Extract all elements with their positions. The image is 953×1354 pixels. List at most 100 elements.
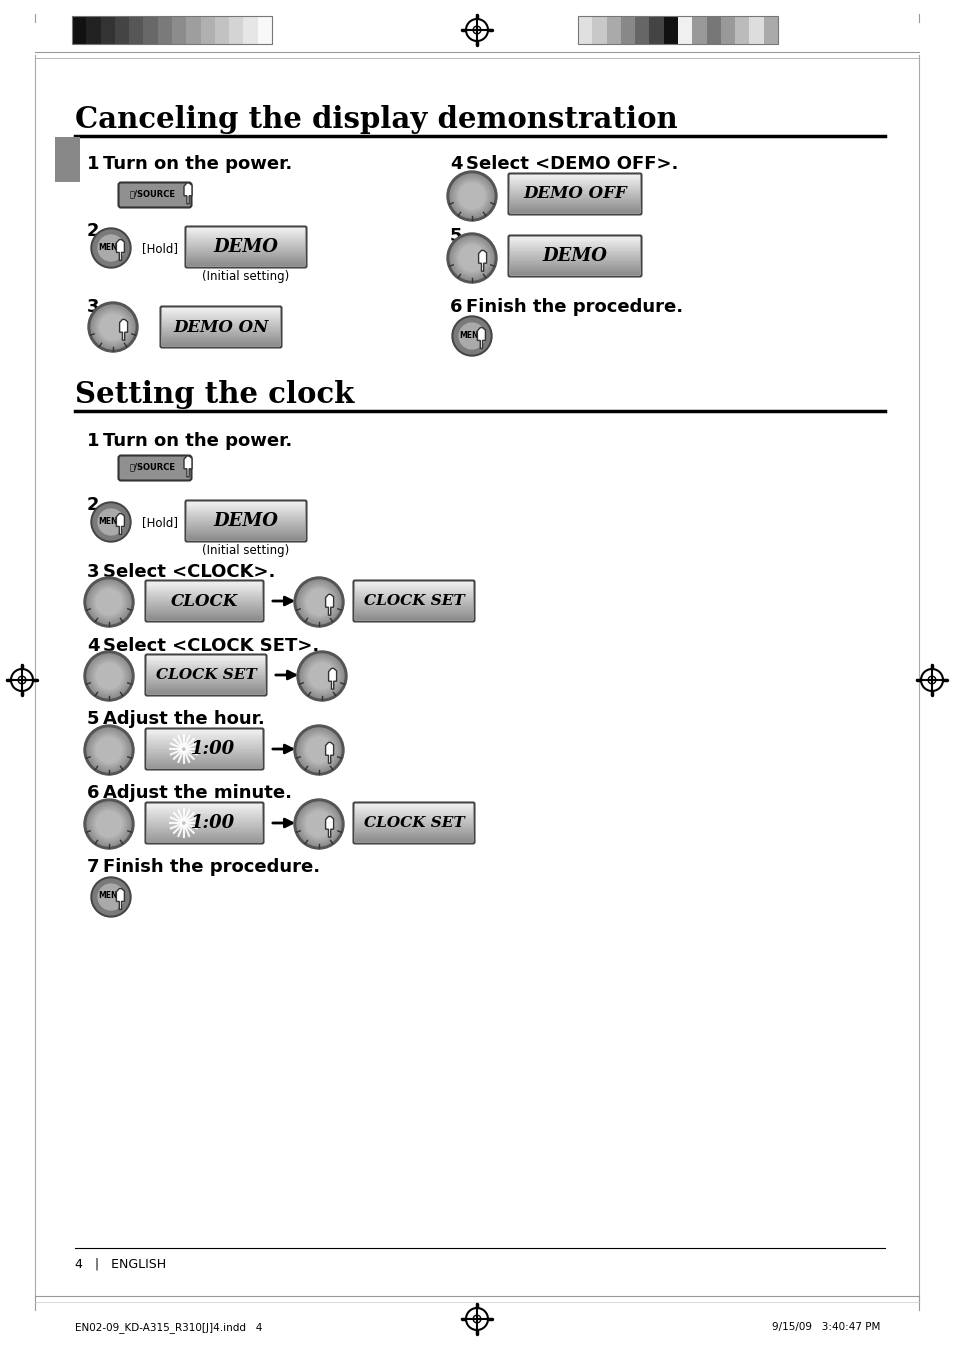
Circle shape (459, 246, 483, 269)
Bar (147, 833, 262, 834)
Text: Finish the procedure.: Finish the procedure. (103, 858, 320, 876)
Bar (147, 761, 262, 762)
Bar (187, 523, 305, 525)
Bar (592, 16, 606, 43)
Bar (510, 264, 639, 267)
Bar (510, 237, 639, 238)
Text: 3: 3 (87, 298, 99, 315)
Bar (355, 612, 473, 613)
Circle shape (103, 818, 115, 830)
Circle shape (459, 246, 483, 269)
Circle shape (91, 306, 133, 348)
Bar (147, 682, 265, 684)
Circle shape (109, 324, 117, 330)
Bar (355, 839, 473, 841)
Bar (100, 16, 114, 43)
Bar (147, 691, 265, 693)
Circle shape (84, 577, 133, 627)
Bar (355, 816, 473, 818)
Bar (147, 818, 262, 819)
Bar (355, 831, 473, 833)
Circle shape (305, 737, 333, 764)
Bar (147, 603, 262, 605)
Bar (147, 662, 265, 663)
Text: CLOCK: CLOCK (171, 593, 238, 609)
Bar (147, 593, 262, 594)
Circle shape (302, 655, 341, 696)
Text: ⏻/SOURCE: ⏻/SOURCE (130, 463, 175, 471)
Circle shape (94, 735, 124, 765)
Circle shape (309, 592, 329, 612)
Text: Turn on the power.: Turn on the power. (103, 154, 292, 173)
Circle shape (460, 185, 482, 207)
Text: 2: 2 (87, 496, 99, 515)
Bar (162, 317, 280, 318)
Bar (162, 321, 280, 324)
Circle shape (309, 663, 335, 689)
Text: DEMO: DEMO (213, 238, 278, 256)
Bar (355, 811, 473, 812)
Circle shape (454, 318, 490, 353)
Bar (147, 743, 262, 745)
Bar (510, 249, 639, 250)
Bar (229, 16, 243, 43)
Circle shape (106, 747, 112, 753)
Bar (510, 209, 639, 210)
Text: 6: 6 (450, 298, 462, 315)
Bar (355, 608, 473, 609)
Bar (510, 257, 639, 259)
Circle shape (104, 672, 113, 681)
Circle shape (106, 673, 112, 678)
Bar (147, 733, 262, 734)
Circle shape (104, 745, 113, 756)
Bar (147, 764, 262, 765)
Circle shape (450, 236, 494, 280)
Bar (510, 177, 639, 179)
Circle shape (317, 749, 319, 751)
Bar (510, 190, 639, 191)
Circle shape (301, 655, 343, 697)
Bar (147, 749, 262, 750)
Bar (71, 16, 86, 43)
Circle shape (88, 655, 130, 697)
Circle shape (307, 738, 331, 762)
Circle shape (96, 310, 130, 344)
Circle shape (303, 657, 340, 695)
Circle shape (306, 811, 332, 837)
Circle shape (303, 586, 335, 617)
Circle shape (312, 743, 326, 757)
Bar (147, 758, 262, 761)
Circle shape (462, 187, 480, 204)
Bar (147, 619, 262, 620)
Circle shape (456, 242, 488, 274)
Circle shape (100, 668, 118, 685)
Circle shape (103, 743, 115, 756)
Bar (147, 734, 262, 735)
Bar (187, 248, 305, 249)
Circle shape (451, 237, 493, 279)
Circle shape (90, 731, 128, 769)
Circle shape (465, 190, 477, 202)
Circle shape (99, 741, 119, 760)
Bar (510, 268, 639, 269)
Circle shape (97, 311, 129, 343)
Bar (162, 320, 280, 321)
Circle shape (97, 590, 121, 613)
Bar (187, 238, 305, 241)
Bar (147, 814, 262, 815)
Bar (187, 521, 305, 524)
Bar (147, 754, 262, 756)
Bar (162, 338, 280, 341)
Circle shape (98, 739, 120, 761)
Bar (510, 196, 639, 198)
Circle shape (92, 808, 125, 839)
Bar (147, 766, 262, 768)
Bar (510, 245, 639, 248)
Bar (147, 757, 262, 760)
Text: Select <DEMO OFF>.: Select <DEMO OFF>. (465, 154, 678, 173)
Circle shape (97, 812, 121, 835)
Circle shape (98, 884, 124, 910)
Circle shape (451, 175, 493, 217)
Bar (147, 803, 262, 806)
Bar (187, 517, 305, 519)
